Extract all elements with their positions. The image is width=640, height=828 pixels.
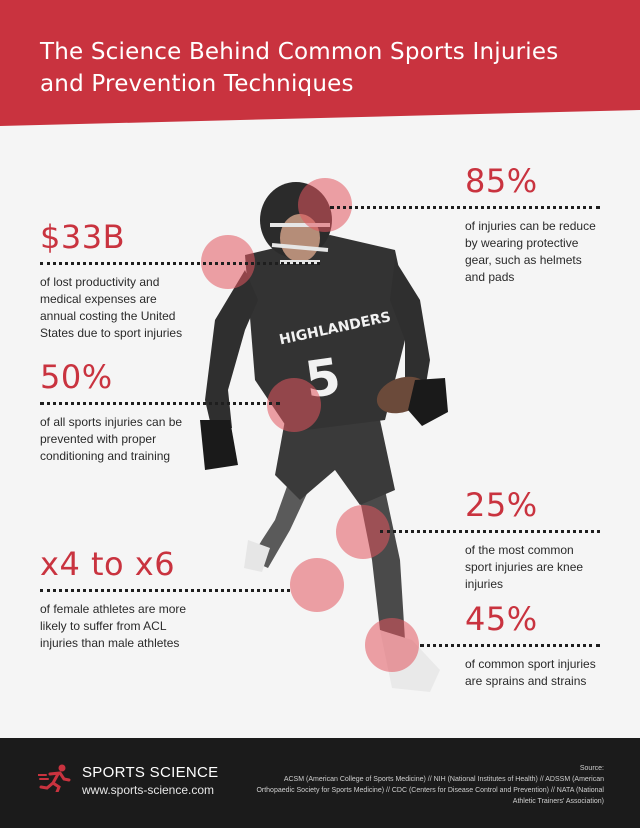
- hotspot-ankle: [365, 618, 419, 672]
- stat-female-divider: [40, 589, 290, 592]
- stat-cost-divider: [40, 262, 320, 265]
- stat-female: x4 to x6 of female athletes are more lik…: [40, 545, 290, 652]
- stat-gear: 85% of injuries can be reduce by wearing…: [330, 162, 600, 286]
- stat-prevented-value: 50%: [40, 358, 113, 396]
- stat-gear-desc: of injuries can be reduce by wearing pro…: [465, 219, 596, 284]
- stat-sprains-value: 45%: [465, 600, 538, 638]
- running-person-icon: [38, 764, 71, 792]
- stat-prevented-divider: [40, 402, 280, 405]
- stat-gear-divider: [330, 206, 600, 209]
- source-label: Source:: [579, 765, 604, 772]
- stat-cost-value: $33B: [40, 218, 126, 256]
- footer: [0, 738, 640, 828]
- stat-female-desc: of female athletes are more likely to su…: [40, 602, 187, 650]
- stat-knee: 25% of the most common sport injuries ar…: [380, 486, 600, 593]
- stat-sprains-divider: [420, 644, 600, 647]
- jersey-number: 5: [302, 347, 345, 409]
- stat-knee-desc: of the most common sport injuries are kn…: [465, 543, 584, 591]
- stat-cost-desc: of lost productivity and medical expense…: [40, 275, 183, 340]
- stat-knee-divider: [380, 530, 600, 533]
- stat-female-value: x4 to x6: [40, 545, 176, 583]
- page-title: The Science Behind Common Sports Injurie…: [40, 39, 559, 97]
- stat-prevented: 50% of all sports injuries can be preven…: [40, 358, 280, 465]
- source-text: ACSM (American College of Sports Medicin…: [256, 776, 604, 805]
- header-banner: The Science Behind Common Sports Injurie…: [0, 0, 640, 130]
- stat-sprains-desc: of common sport injuries are sprains and…: [465, 657, 596, 688]
- website-link[interactable]: www.sports-science.com: [82, 783, 215, 797]
- stat-knee-value: 25%: [465, 486, 538, 524]
- brand-name: SPORTS SCIENCE: [82, 764, 219, 781]
- stat-gear-value: 85%: [465, 162, 538, 200]
- header-background: [0, 0, 640, 126]
- stat-cost: $33B of lost productivity and medical ex…: [40, 218, 320, 342]
- stat-prevented-desc: of all sports injuries can be prevented …: [40, 415, 183, 463]
- hotspot-knee-back: [290, 558, 344, 612]
- stat-sprains: 45% of common sport injuries are sprains…: [420, 600, 600, 690]
